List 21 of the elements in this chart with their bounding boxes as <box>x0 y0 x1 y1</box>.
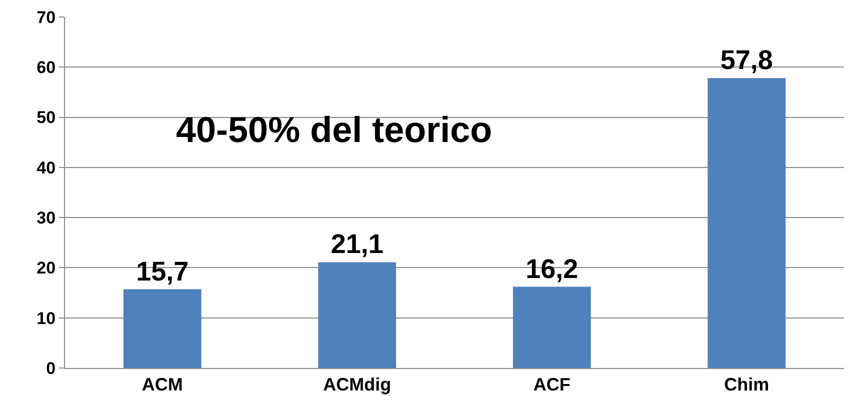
y-tick-label: 40 <box>36 158 56 178</box>
x-tick-label: ACF <box>533 374 570 395</box>
bar <box>123 289 202 368</box>
y-tick-label: 70 <box>36 8 56 27</box>
x-tick-label: ACM <box>142 374 183 395</box>
x-tick-label: ACMdig <box>323 374 392 395</box>
data-label: 16,2 <box>526 254 578 284</box>
data-label: 21,1 <box>330 229 384 260</box>
y-tick-label: 50 <box>36 108 56 128</box>
y-tick-label: 60 <box>36 58 56 78</box>
y-tick-label: 10 <box>36 308 56 328</box>
y-tick-label: 30 <box>36 208 56 228</box>
x-tick-label: Chim <box>724 374 770 395</box>
data-label: 57,8 <box>720 45 773 76</box>
y-tick-label: 0 <box>46 358 56 378</box>
bar <box>708 78 786 368</box>
annotation: 40-50% del teorico <box>176 109 492 150</box>
data-label: 15,7 <box>136 256 189 286</box>
bar <box>318 262 396 368</box>
bar <box>512 286 591 368</box>
y-tick-label: 20 <box>36 258 56 278</box>
